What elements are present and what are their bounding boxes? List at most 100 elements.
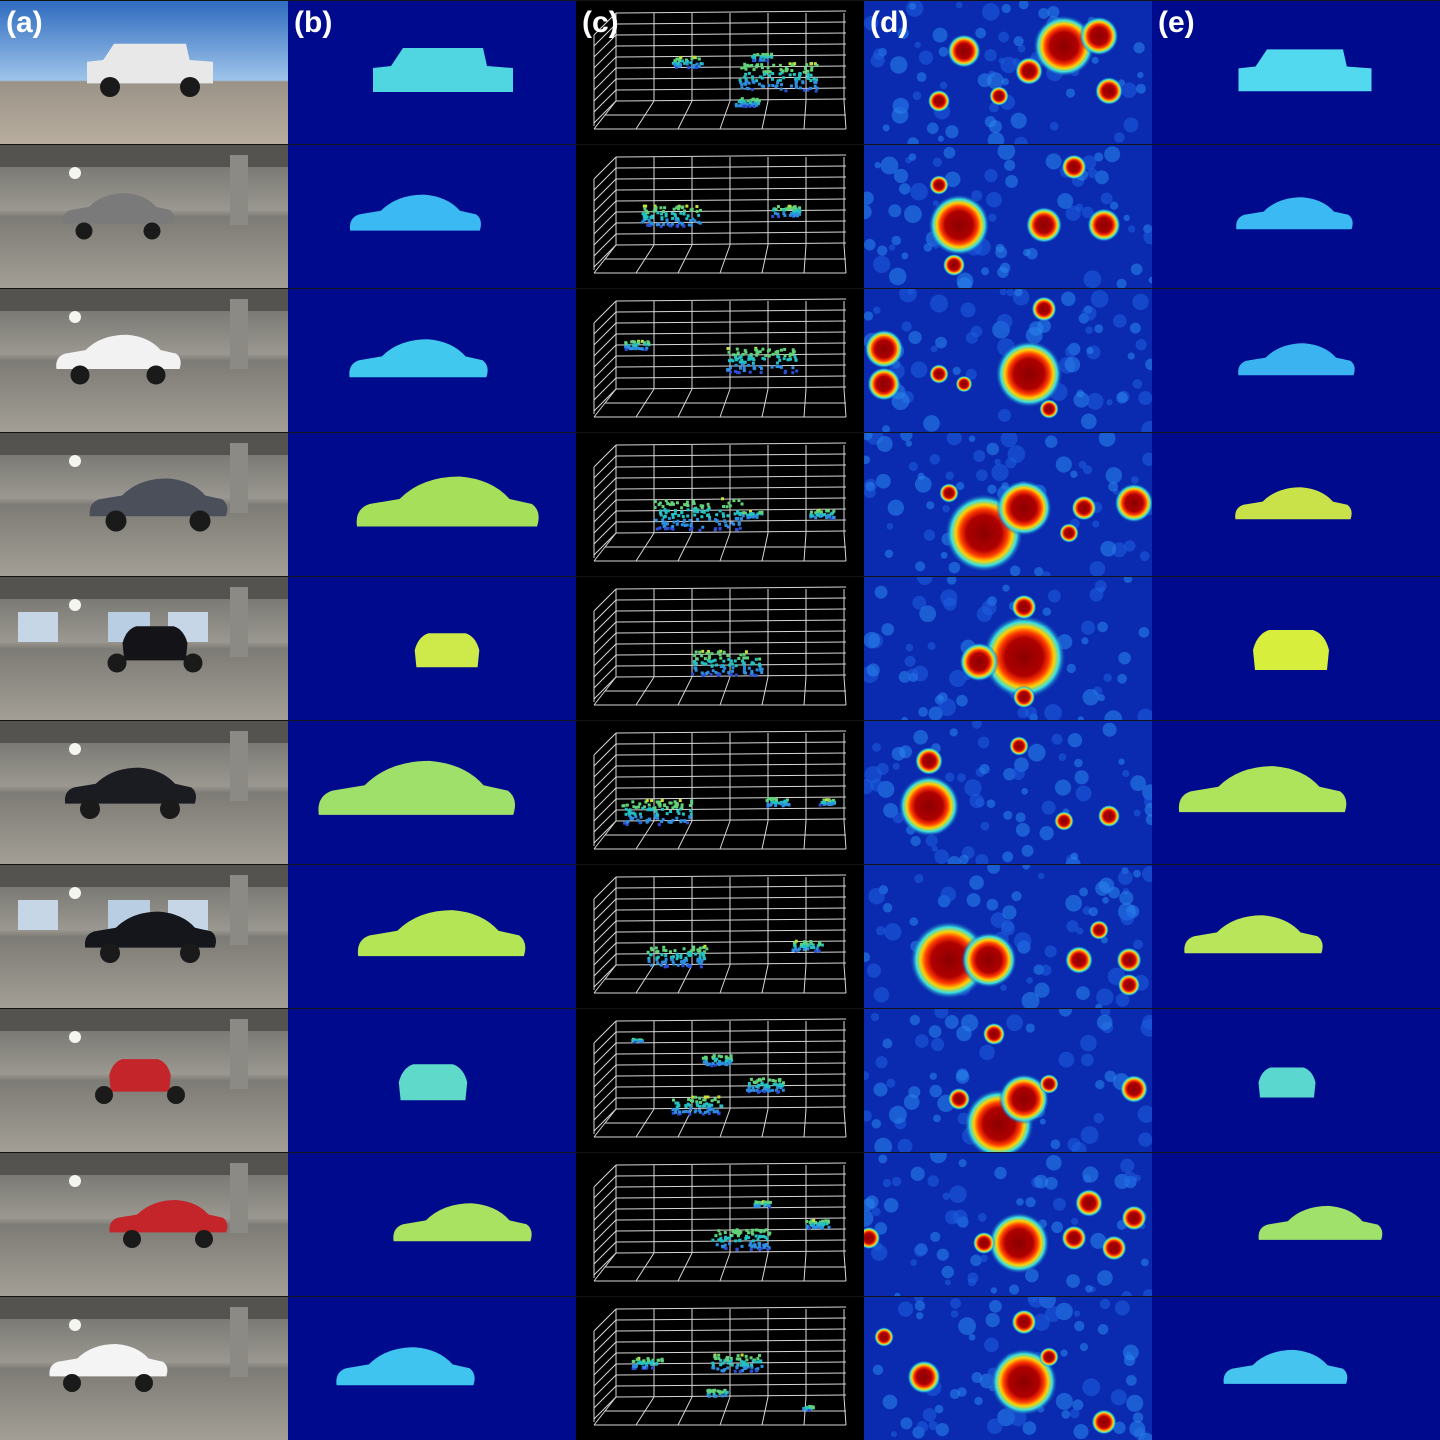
heat-spot: [1120, 1075, 1148, 1103]
heat-spot: [1061, 154, 1087, 180]
heat-spot: [898, 775, 960, 837]
heat-spot: [874, 1327, 894, 1347]
predicted-car-blob: [1178, 766, 1347, 813]
heat-spot: [947, 1087, 971, 1111]
depth-panel: [288, 1152, 576, 1296]
point-cluster: [771, 204, 802, 219]
heat-spot: [1039, 399, 1059, 419]
pointcloud-panel: [576, 576, 864, 720]
heat-spot: [1012, 685, 1036, 709]
car-photo: [49, 1343, 168, 1377]
heat-spot: [972, 1231, 996, 1255]
heat-spot: [1039, 1347, 1059, 1367]
heat-spot: [1091, 1409, 1117, 1435]
prediction-panel: [1152, 288, 1440, 432]
depth-panel: [288, 144, 576, 288]
depth-panel: [288, 720, 576, 864]
point-cluster: [818, 798, 837, 807]
predicted-car-blob: [1258, 1067, 1316, 1098]
point-cluster: [753, 1200, 772, 1209]
pointcloud-grid: [593, 298, 847, 418]
heat-spot: [915, 747, 943, 775]
heatmap-panel: [864, 864, 1152, 1008]
heat-spot: [929, 175, 949, 195]
point-cluster: [631, 1037, 644, 1044]
point-cluster: [802, 1405, 815, 1412]
depth-car-blob: [357, 910, 526, 957]
heat-spot: [982, 1022, 1006, 1046]
heatmap-panel: [864, 0, 1152, 144]
photo-panel: [0, 720, 288, 864]
point-cluster: [706, 1388, 729, 1398]
depth-car-blob: [318, 760, 515, 815]
prediction-panel: [1152, 432, 1440, 576]
heat-spot: [996, 480, 1052, 536]
heatmap-panel: [864, 144, 1152, 288]
point-cluster: [631, 1356, 664, 1371]
heat-spot: [1061, 1225, 1087, 1251]
photo-panel: [0, 576, 288, 720]
predicted-car-blob: [1236, 197, 1353, 230]
heat-spot: [1095, 77, 1123, 105]
depth-panel: [288, 864, 576, 1008]
photo-panel: [0, 144, 288, 288]
prediction-panel: [1152, 864, 1440, 1008]
point-cluster: [751, 52, 774, 63]
depth-car-blob: [349, 339, 488, 378]
heat-spot: [961, 932, 1017, 988]
heatmap-panel: [864, 288, 1152, 432]
heat-spot: [939, 483, 959, 503]
point-cluster: [805, 1218, 831, 1230]
prediction-panel: [1152, 1296, 1440, 1440]
heatmap-noise: [864, 865, 1152, 1008]
predicted-car-blob: [1253, 630, 1329, 670]
heat-spot: [1031, 296, 1057, 322]
heat-spot: [1079, 16, 1119, 56]
column-d-heatmaps: (d): [864, 0, 1152, 1440]
point-cluster: [701, 1054, 734, 1068]
heatmap-panel: [864, 1296, 1152, 1440]
prediction-panel: [1152, 720, 1440, 864]
point-cluster: [646, 944, 709, 969]
car-photo: [62, 193, 175, 224]
point-cluster: [746, 1077, 785, 1094]
car-photo: [89, 478, 228, 517]
heat-spot: [1117, 973, 1141, 997]
point-cluster: [741, 509, 764, 520]
heat-spot: [864, 329, 904, 369]
prediction-panel: [1152, 1152, 1440, 1296]
depth-car-blob: [398, 1064, 468, 1101]
heat-spot: [1097, 804, 1121, 828]
predicted-car-blob: [1223, 1349, 1348, 1384]
car-photo: [87, 43, 213, 84]
heat-spot: [1065, 946, 1093, 974]
predicted-car-blob: [1184, 915, 1323, 954]
photo-panel: [0, 864, 288, 1008]
point-cluster: [621, 799, 694, 827]
heat-spot: [928, 194, 990, 256]
heat-spot: [1121, 1205, 1147, 1231]
pointcloud-grid: [593, 1162, 847, 1282]
point-cluster: [671, 55, 704, 70]
pointcloud-grid: [593, 1018, 847, 1138]
point-cluster: [765, 797, 791, 808]
predicted-car-blob: [1238, 49, 1372, 92]
column-label-b: (b): [294, 6, 333, 39]
point-cluster: [734, 97, 761, 109]
heat-spot: [1015, 57, 1043, 85]
heat-spot: [1025, 206, 1063, 244]
heatmap-panel: [864, 1152, 1152, 1296]
pointcloud-grid: [593, 730, 847, 850]
depth-panel: [288, 1296, 576, 1440]
point-cluster: [641, 204, 703, 228]
pointcloud-grid: [593, 1306, 847, 1426]
point-cluster: [691, 649, 764, 678]
heat-spot: [1087, 208, 1121, 242]
heat-spot: [1089, 920, 1109, 940]
depth-car-blob: [336, 1347, 475, 1386]
heat-spot: [998, 1073, 1050, 1125]
photo-panel: [0, 1008, 288, 1152]
point-cluster: [671, 1095, 724, 1116]
heat-spot: [988, 1212, 1050, 1274]
